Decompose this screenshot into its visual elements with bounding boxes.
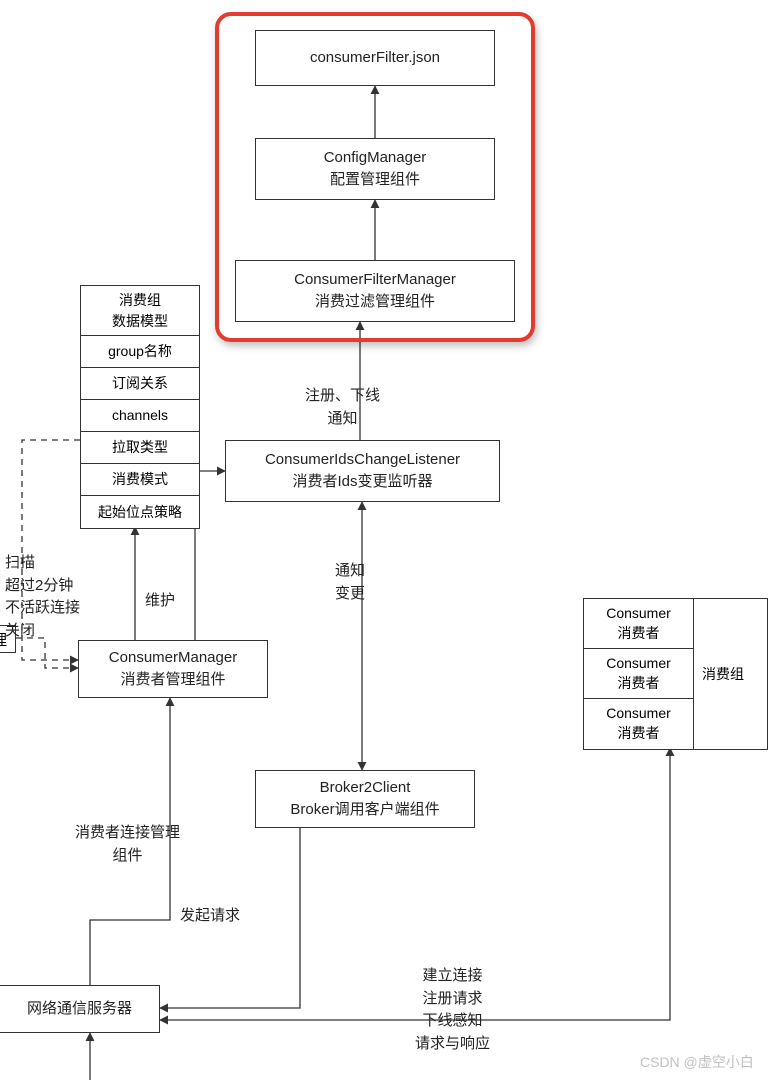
data-model-cell: 拉取类型 [81,432,199,464]
label-register-offline: 注册、下线通知 [305,385,380,430]
node-consumer-ids-change-listener: ConsumerIdsChangeListener消费者Ids变更监听器 [225,440,500,502]
diagram-canvas: consumerFilter.json ConfigManager配置管理组件 … [0,0,784,1080]
data-model-cell: channels [81,400,199,432]
data-model-cell: 起始位点策略 [81,496,199,528]
label-scan-inactive: 扫描超过2分钟不活跃连接关闭 [5,552,80,642]
edge-leftcrop-to-cmgr [16,638,78,668]
label-send-request: 发起请求 [180,905,240,928]
node-consumer-manager: ConsumerManager消费者管理组件 [78,640,268,698]
label-notify-change: 通知变更 [335,560,365,605]
consumer-group-table: Consumer消费者Consumer消费者Consumer消费者 消费组 [583,598,768,750]
data-model-stack: 消费组数据模型group名称订阅关系channels拉取类型消费模式起始位点策略 [80,285,200,529]
data-model-cell: 消费组数据模型 [81,286,199,336]
label-consumer-conn-mgr: 消费者连接管理组件 [75,822,180,867]
data-model-cell: group名称 [81,336,199,368]
consumer-cell: Consumer消费者 [584,649,694,699]
consumer-cell: Consumer消费者 [584,599,694,649]
consumer-group-label: 消费组 [694,599,752,749]
node-config-manager: ConfigManager配置管理组件 [255,138,495,200]
label-maintain: 维护 [145,590,175,613]
data-model-cell: 订阅关系 [81,368,199,400]
consumer-cell: Consumer消费者 [584,699,694,749]
node-network-server: 网络通信服务器 [0,985,160,1033]
node-broker2client: Broker2ClientBroker调用客户端组件 [255,770,475,828]
label-conn-flow: 建立连接注册请求下线感知请求与响应 [415,965,490,1055]
watermark: CSDN @虚空小白 [640,1052,754,1072]
node-consumer-filter-json: consumerFilter.json [255,30,495,86]
node-consumer-filter-manager: ConsumerFilterManager消费过滤管理组件 [235,260,515,322]
data-model-cell: 消费模式 [81,464,199,496]
